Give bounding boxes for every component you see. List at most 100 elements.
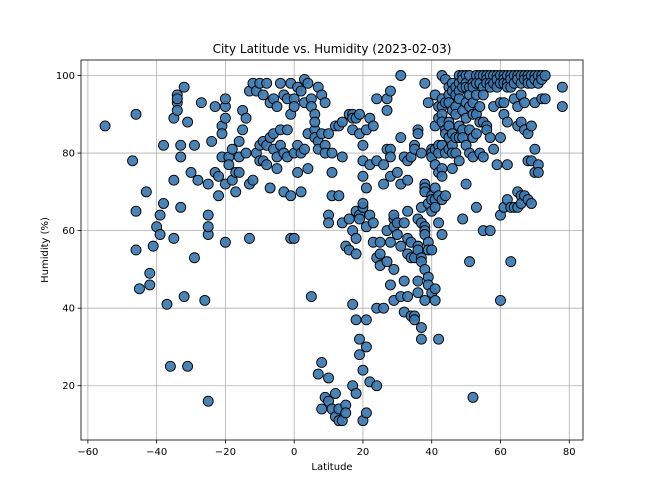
data-point — [402, 291, 414, 302]
data-point — [429, 201, 441, 213]
data-point — [415, 147, 427, 159]
data-point — [319, 97, 331, 109]
data-point — [460, 178, 472, 190]
x-tick-label: −20 — [215, 447, 236, 458]
data-point — [340, 407, 352, 419]
data-point — [539, 70, 551, 81]
data-point — [395, 240, 407, 252]
data-point — [539, 93, 551, 105]
data-point — [285, 190, 297, 202]
data-point — [130, 205, 142, 217]
data-point — [388, 263, 400, 275]
data-point — [433, 333, 445, 345]
data-point — [488, 143, 500, 155]
data-point — [226, 143, 238, 155]
data-point — [498, 97, 510, 109]
data-point — [326, 166, 338, 178]
data-point — [288, 232, 300, 244]
data-point — [347, 298, 359, 310]
data-point — [209, 101, 221, 112]
x-tick-label: 0 — [291, 447, 297, 458]
data-point — [140, 186, 152, 198]
data-points — [99, 70, 568, 427]
data-point — [323, 128, 335, 140]
y-tick-label: 20 — [62, 381, 75, 392]
data-point — [357, 364, 369, 376]
data-point — [219, 93, 231, 105]
data-point — [240, 147, 252, 159]
data-point — [189, 139, 200, 151]
y-axis-label: Humidity (%) — [40, 217, 51, 283]
data-point — [501, 116, 513, 128]
data-point — [336, 151, 348, 163]
data-point — [391, 166, 403, 178]
data-point — [519, 97, 530, 109]
data-point — [168, 174, 180, 186]
data-point — [195, 97, 207, 109]
data-point — [381, 104, 393, 116]
data-point — [326, 147, 338, 159]
y-tick-label: 40 — [62, 304, 75, 315]
data-point — [240, 112, 252, 124]
data-point — [350, 248, 362, 260]
data-point — [470, 201, 482, 213]
data-point — [495, 132, 506, 144]
data-point — [371, 380, 383, 392]
y-tick-label: 100 — [56, 71, 75, 82]
data-point — [164, 360, 176, 372]
data-point — [412, 287, 424, 299]
data-point — [185, 166, 197, 178]
data-point — [360, 407, 372, 419]
data-point — [316, 356, 328, 368]
data-point — [378, 159, 390, 171]
data-point — [354, 349, 365, 361]
data-point — [237, 124, 249, 136]
data-point — [385, 279, 396, 291]
data-point — [464, 256, 475, 268]
data-point — [470, 128, 482, 140]
data-point — [329, 388, 341, 399]
data-point — [374, 236, 386, 248]
data-point — [505, 256, 517, 268]
data-point — [309, 116, 321, 128]
data-point — [271, 101, 283, 112]
data-point — [556, 101, 568, 112]
data-point — [525, 198, 537, 209]
data-point — [271, 163, 283, 175]
data-point — [495, 294, 506, 306]
data-point — [381, 256, 393, 268]
data-point — [412, 275, 424, 287]
data-point — [302, 163, 314, 175]
data-point — [354, 108, 365, 120]
data-point — [168, 232, 180, 244]
data-point — [274, 77, 286, 89]
data-point — [233, 135, 245, 147]
data-point — [457, 213, 469, 225]
data-point — [230, 186, 242, 198]
plot-frame — [80, 59, 584, 441]
data-point — [409, 314, 420, 326]
data-point — [532, 166, 544, 178]
data-point — [446, 163, 458, 175]
data-point — [385, 236, 396, 248]
data-point — [223, 159, 235, 171]
data-point — [216, 128, 228, 140]
data-point — [299, 143, 310, 155]
data-point — [477, 151, 489, 163]
data-point — [415, 333, 427, 345]
data-point — [178, 81, 190, 93]
data-point — [402, 205, 414, 217]
data-point — [360, 314, 372, 326]
data-point — [154, 209, 166, 221]
data-point — [312, 368, 324, 380]
x-tick-label: −60 — [77, 447, 98, 458]
data-point — [295, 85, 307, 97]
axis-ticks: −60 −40 −20 0 20 40 60 80 20 40 60 80 100 — [56, 71, 576, 458]
data-point — [467, 391, 479, 403]
data-point — [525, 120, 537, 132]
x-tick-label: −40 — [146, 447, 167, 458]
data-point — [182, 116, 194, 128]
data-point — [206, 135, 218, 147]
data-point — [192, 174, 204, 186]
